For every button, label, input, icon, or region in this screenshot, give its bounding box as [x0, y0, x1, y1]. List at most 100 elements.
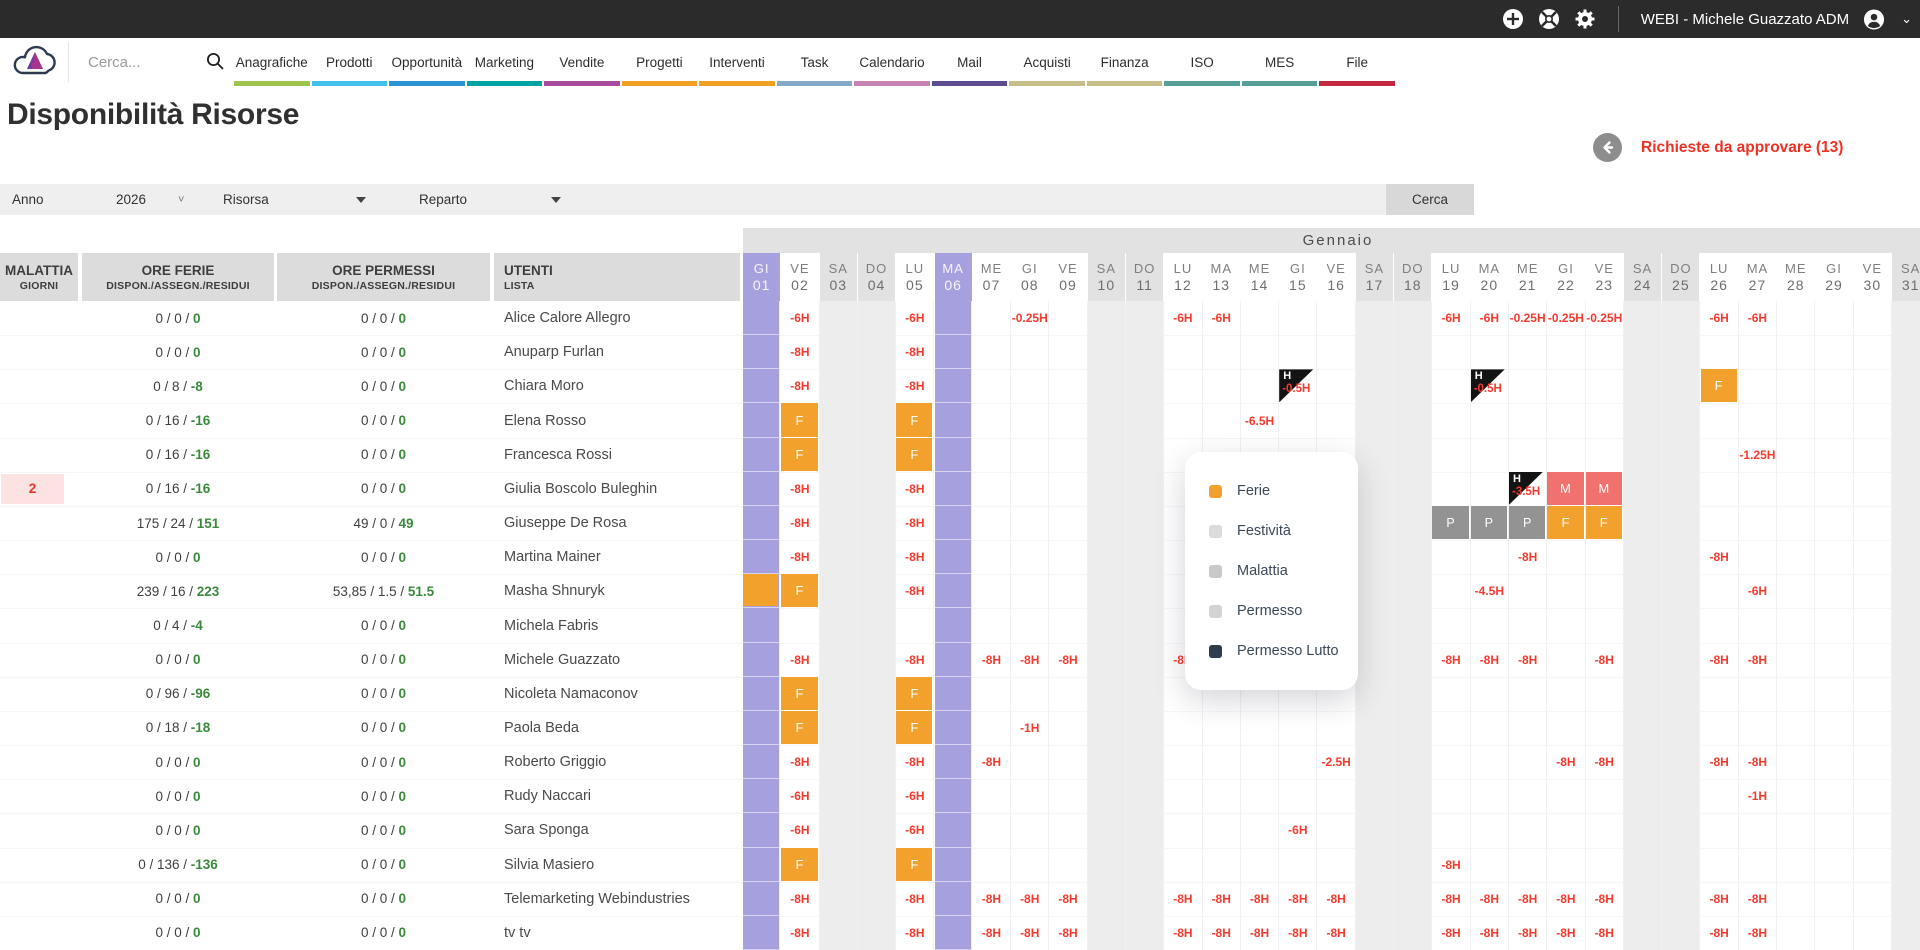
day-cell[interactable]: [1471, 745, 1509, 780]
day-cell[interactable]: [1011, 335, 1050, 370]
day-cell[interactable]: [934, 403, 972, 438]
day-cell[interactable]: [1126, 301, 1165, 336]
day-cell[interactable]: [1547, 403, 1586, 438]
day-cell[interactable]: [1662, 813, 1701, 848]
day-cell[interactable]: [1854, 710, 1892, 746]
day-cell[interactable]: [1586, 335, 1624, 370]
day-cell[interactable]: [1892, 745, 1920, 780]
day-cell[interactable]: [819, 813, 858, 848]
day-cell[interactable]: -8H: [781, 745, 820, 780]
day-cell[interactable]: [1432, 574, 1471, 609]
day-cell[interactable]: [1586, 574, 1624, 609]
user-name[interactable]: Michela Fabris: [504, 617, 599, 634]
day-cell[interactable]: [1355, 745, 1395, 780]
day-cell[interactable]: -0.25H: [1586, 301, 1624, 336]
day-cell[interactable]: [1509, 779, 1548, 814]
day-cell[interactable]: [1355, 881, 1395, 916]
day-cell[interactable]: [1815, 813, 1854, 848]
day-cell[interactable]: [1394, 847, 1433, 882]
day-cell[interactable]: [857, 676, 897, 711]
day-cell[interactable]: [1011, 403, 1050, 438]
day-cell[interactable]: F: [896, 437, 935, 472]
day-cell[interactable]: [743, 915, 781, 950]
day-cell[interactable]: -8H: [896, 369, 935, 404]
day-cell[interactable]: -8H: [1164, 881, 1203, 916]
day-cell[interactable]: [934, 369, 972, 404]
day-cell[interactable]: [1854, 676, 1892, 711]
day-cell[interactable]: [934, 813, 972, 848]
day-cell[interactable]: -6H: [1432, 301, 1471, 336]
day-cell[interactable]: [1011, 540, 1050, 575]
settings-gear-icon[interactable]: [1574, 8, 1596, 30]
day-cell[interactable]: [1739, 471, 1778, 506]
day-cell[interactable]: -6H: [1471, 301, 1509, 336]
day-cell[interactable]: [1701, 608, 1739, 643]
day-cell[interactable]: [934, 779, 972, 814]
user-name[interactable]: Chiara Moro: [504, 378, 584, 395]
day-cell[interactable]: [1815, 505, 1854, 541]
day-cell[interactable]: -8H: [1701, 915, 1739, 950]
day-cell[interactable]: -8H: [1739, 642, 1778, 677]
day-cell[interactable]: -8H: [1547, 745, 1586, 780]
day-cell[interactable]: [1087, 505, 1126, 541]
day-cell[interactable]: [1815, 710, 1854, 746]
day-cell[interactable]: [1892, 915, 1920, 950]
day-cell[interactable]: [1049, 505, 1088, 541]
day-cell[interactable]: [934, 608, 972, 643]
day-cell[interactable]: [1892, 813, 1920, 848]
day-cell[interactable]: [973, 540, 1012, 575]
day-cell[interactable]: -8H: [1011, 881, 1050, 916]
day-cell[interactable]: [1547, 369, 1586, 404]
day-cell[interactable]: [1547, 779, 1586, 814]
day-cell[interactable]: [1892, 335, 1920, 370]
day-cell[interactable]: [1126, 847, 1165, 882]
day-cell[interactable]: -8H: [1586, 915, 1624, 950]
day-cell[interactable]: [1203, 403, 1241, 438]
day-cell[interactable]: [819, 608, 858, 643]
day-cell[interactable]: [1432, 369, 1471, 404]
day-cell[interactable]: -8H: [1471, 642, 1509, 677]
day-cell[interactable]: [1547, 642, 1586, 677]
day-cell[interactable]: [1547, 574, 1586, 609]
day-cell[interactable]: F: [896, 847, 935, 882]
day-cell[interactable]: -6H: [1279, 813, 1318, 848]
day-cell[interactable]: -1H: [1739, 779, 1778, 814]
day-cell[interactable]: [1815, 301, 1854, 336]
day-cell[interactable]: -8H: [1432, 881, 1471, 916]
day-cell[interactable]: [1892, 676, 1920, 711]
day-cell[interactable]: -8H: [1432, 847, 1471, 882]
day-cell[interactable]: [1815, 369, 1854, 404]
day-cell[interactable]: [1662, 745, 1701, 780]
day-cell[interactable]: [1203, 710, 1241, 746]
day-cell[interactable]: [1777, 915, 1816, 950]
day-cell[interactable]: [743, 540, 781, 575]
user-name[interactable]: Elena Rosso: [504, 412, 587, 429]
day-cell[interactable]: -8H: [1547, 915, 1586, 950]
day-cell[interactable]: [1586, 847, 1624, 882]
day-cell[interactable]: -8H: [1509, 540, 1548, 575]
day-cell[interactable]: F: [781, 403, 820, 438]
day-cell[interactable]: [1777, 676, 1816, 711]
day-cell[interactable]: [1623, 779, 1663, 814]
day-cell[interactable]: [1164, 779, 1203, 814]
day-cell[interactable]: [1126, 745, 1165, 780]
day-cell[interactable]: [1815, 574, 1854, 609]
day-cell[interactable]: -8H: [1471, 881, 1509, 916]
day-cell[interactable]: [1087, 745, 1126, 780]
day-cell[interactable]: [1854, 505, 1892, 541]
day-cell[interactable]: [1394, 745, 1433, 780]
day-cell[interactable]: -8H: [1509, 881, 1548, 916]
day-cell[interactable]: [1547, 676, 1586, 711]
day-cell[interactable]: [1318, 335, 1356, 370]
day-cell[interactable]: -1.25H: [1739, 437, 1778, 472]
day-cell[interactable]: -8H: [896, 505, 935, 541]
day-cell[interactable]: [743, 471, 781, 506]
day-cell[interactable]: [1164, 403, 1203, 438]
day-cell[interactable]: [1126, 608, 1165, 643]
day-cell[interactable]: [1203, 335, 1241, 370]
day-cell[interactable]: [1509, 369, 1548, 404]
day-cell[interactable]: [1164, 335, 1203, 370]
day-cell[interactable]: -8H: [1049, 642, 1088, 677]
day-cell[interactable]: -8H: [1049, 881, 1088, 916]
day-cell[interactable]: -8H: [1241, 915, 1280, 950]
